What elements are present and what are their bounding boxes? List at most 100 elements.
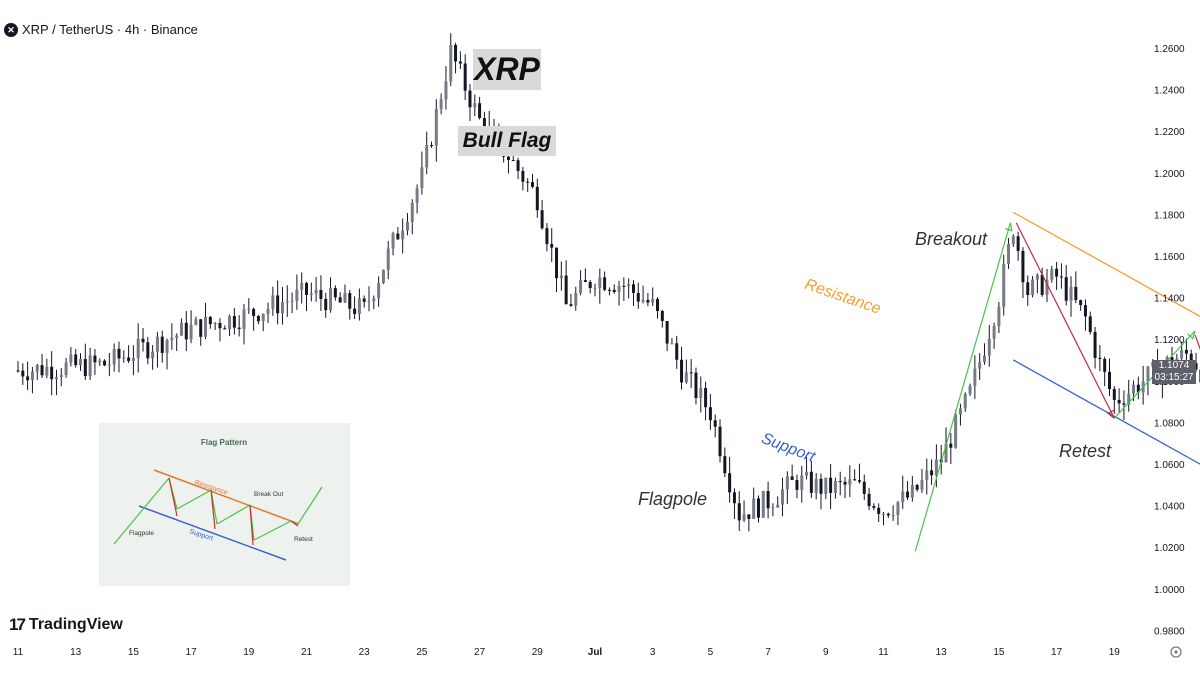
flag-pattern-diagram: Flag Pattern Resistance Support Break Ou…: [113, 438, 323, 561]
candle-body: [992, 325, 996, 339]
candle-body: [944, 443, 948, 463]
candle-body: [329, 288, 333, 311]
candle-body: [545, 228, 549, 245]
candle-body: [146, 342, 150, 359]
x-tick-label: 17: [186, 647, 198, 658]
candle-body: [45, 366, 49, 376]
x-tick-label: 11: [13, 647, 24, 658]
x-tick-label: 13: [936, 647, 948, 658]
candle-body: [377, 283, 381, 299]
candle-body: [781, 489, 785, 505]
x-tick-label: 17: [1051, 647, 1063, 658]
candle-body: [343, 293, 347, 303]
candle-body: [1045, 279, 1049, 295]
candle-body: [689, 372, 693, 374]
candle-body: [694, 372, 698, 398]
candle-body: [16, 370, 20, 372]
candle-body: [607, 289, 611, 291]
candle-body: [636, 292, 640, 302]
candle-body: [1180, 349, 1184, 359]
y-tick-label: 1.0200: [1154, 543, 1185, 554]
candle-body: [853, 479, 857, 481]
flag-pattern-inset: Flag Pattern Resistance Support Break Ou…: [99, 423, 350, 586]
tradingview-logo[interactable]: 17 TradingView: [9, 615, 123, 635]
xrp-logo-icon: ✕: [4, 22, 18, 37]
candle-body: [74, 354, 78, 366]
candle-body: [458, 61, 462, 64]
x-tick-label: 27: [474, 647, 486, 658]
candle-body: [603, 277, 607, 290]
candle-body: [261, 313, 265, 322]
candle-body: [564, 275, 568, 305]
x-tick-label: 15: [993, 647, 1005, 658]
candle-body: [732, 492, 736, 504]
candle-body: [742, 514, 746, 521]
candle-body: [242, 309, 246, 329]
candle-body: [439, 99, 443, 109]
candle-body: [1189, 353, 1193, 364]
y-tick-label: 1.1600: [1154, 252, 1185, 263]
candle-body: [131, 358, 135, 361]
candle-body: [189, 324, 193, 340]
candle-body: [194, 319, 198, 325]
candle-body: [449, 44, 453, 82]
candle-body: [478, 103, 482, 119]
candle-body: [357, 298, 361, 314]
support-line: [1013, 359, 1200, 465]
candle-body: [199, 319, 203, 337]
candle-body: [463, 63, 467, 91]
y-tick-label: 1.2600: [1154, 44, 1185, 55]
candle-body: [1011, 236, 1015, 244]
candle-body: [40, 365, 44, 376]
candle-body: [997, 307, 1001, 326]
candle-body: [381, 269, 385, 284]
candle-body: [848, 479, 852, 485]
candle-body: [386, 248, 390, 270]
candle-body: [1194, 363, 1198, 370]
y-tick-label: 1.1400: [1154, 294, 1185, 305]
candle-body: [305, 282, 308, 295]
candle-body: [660, 310, 664, 321]
candle-body: [795, 479, 799, 490]
candle-body: [1083, 305, 1087, 317]
candle-body: [324, 298, 328, 311]
candle-body: [530, 182, 534, 187]
x-tick-label: 9: [823, 647, 829, 658]
candle-body: [526, 181, 530, 183]
candle-body: [391, 233, 395, 249]
candle-body: [1122, 403, 1126, 405]
candle-body: [790, 476, 794, 480]
candle-body: [843, 481, 847, 485]
bar-countdown: 03:15:27: [1154, 372, 1194, 383]
down-arrow: [1015, 222, 1115, 419]
candle-body: [680, 359, 684, 383]
candle-body: [963, 393, 967, 409]
candle-body: [617, 285, 621, 293]
candle-body: [1026, 282, 1030, 295]
settings-icon[interactable]: [1170, 646, 1182, 658]
candle-body: [175, 335, 179, 338]
candle-body: [98, 360, 102, 363]
candle-body: [151, 351, 155, 359]
candle-body: [21, 370, 25, 377]
candle-body: [516, 160, 520, 171]
time-axis[interactable]: 11 13 15 17 19 21 23 25 27 29 Jul 3 5 7 9 11 13 15 17 19: [13, 647, 1120, 658]
candle-body: [420, 167, 424, 189]
candle-body: [982, 355, 986, 363]
candle-body: [1103, 358, 1107, 372]
symbol-header[interactable]: ✕ XRP / TetherUS · 4h · Binance: [4, 22, 198, 37]
candle-body: [141, 338, 145, 343]
candle-body: [232, 315, 236, 328]
candle-body: [920, 479, 924, 490]
candle-body: [973, 368, 977, 386]
y-tick-label: 1.2400: [1154, 86, 1185, 97]
candle-body: [1112, 388, 1116, 400]
candle-body: [218, 323, 222, 329]
candle-body: [276, 295, 280, 314]
candle-body: [579, 280, 583, 293]
candle-body: [737, 503, 741, 521]
price-axis[interactable]: 1.2600 1.2400 1.2200 1.2000 1.1800 1.1600 1.14…: [1154, 44, 1185, 637]
candle-body: [444, 81, 448, 100]
candle-body: [396, 233, 400, 240]
